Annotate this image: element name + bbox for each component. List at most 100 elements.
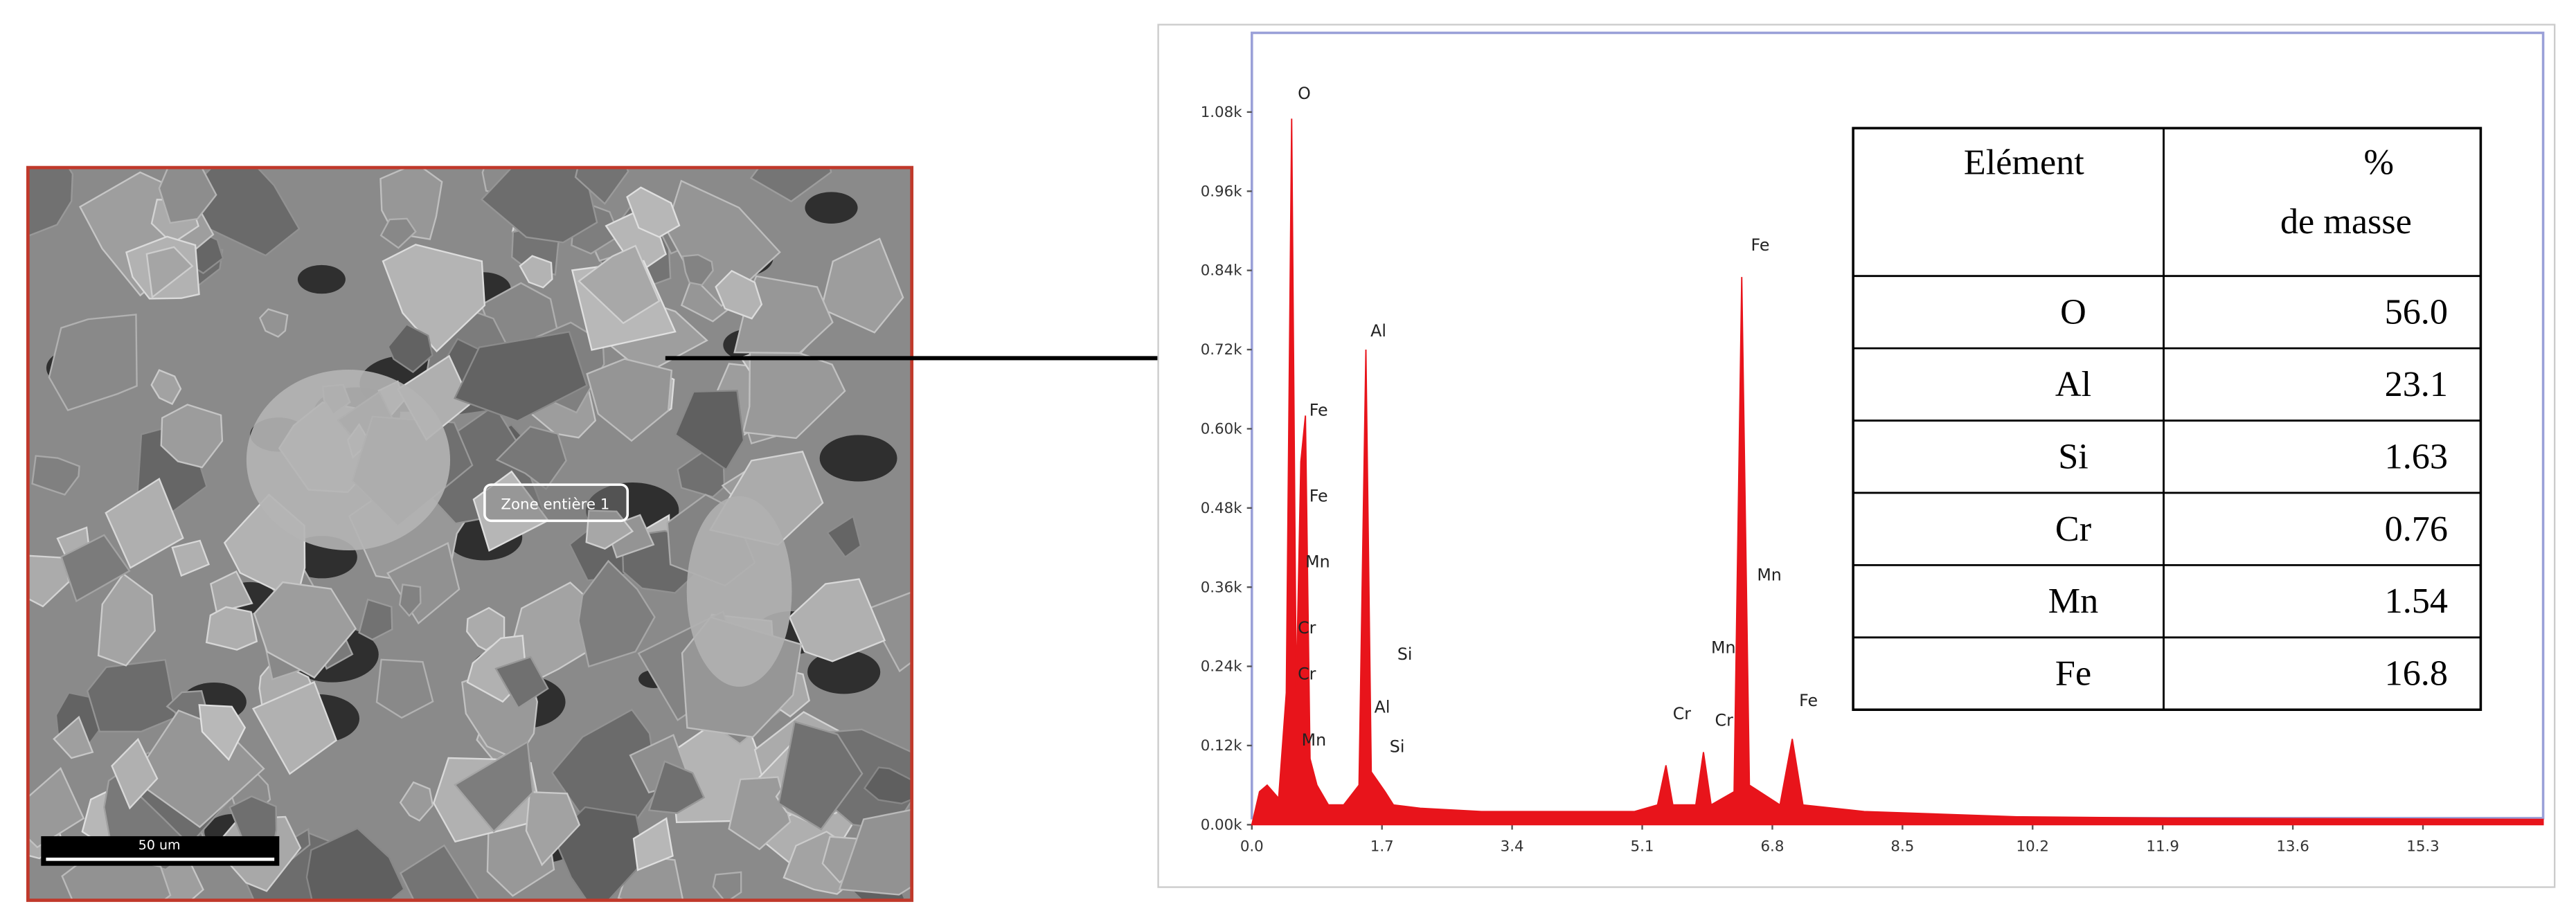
table-border bbox=[1852, 127, 2483, 712]
sem-grain bbox=[399, 844, 481, 901]
y-tick-label: 0.24k bbox=[1201, 658, 1243, 676]
header-mass: % bbox=[2364, 143, 2394, 183]
peak-label: Si bbox=[1390, 737, 1405, 756]
peak-label: Fe bbox=[1799, 691, 1818, 710]
sem-grain bbox=[686, 496, 792, 687]
peak-label: Cr bbox=[1298, 618, 1316, 638]
sem-grain bbox=[578, 559, 656, 668]
peak-label: Al bbox=[1370, 321, 1386, 341]
x-tick-label: 0.0 bbox=[1240, 838, 1264, 855]
x-tick-label: 1.7 bbox=[1370, 838, 1394, 855]
x-tick-label: 6.8 bbox=[1760, 838, 1784, 855]
sem-pore bbox=[807, 650, 881, 694]
sem-grain bbox=[778, 721, 864, 831]
peak-label: Si bbox=[1397, 644, 1413, 664]
cell-element: Si bbox=[2058, 436, 2088, 476]
y-tick-label: 0.00k bbox=[1201, 816, 1243, 833]
sem-grain bbox=[626, 186, 681, 238]
cell-element: Mn bbox=[2048, 581, 2098, 621]
sem-grain bbox=[826, 515, 862, 559]
sem-grain bbox=[454, 740, 534, 833]
sem-pore bbox=[819, 435, 897, 482]
spectrum-area bbox=[1251, 118, 2544, 826]
x-tick-label: 10.2 bbox=[2016, 838, 2050, 855]
peak-label: O bbox=[1298, 84, 1311, 103]
sem-grain bbox=[160, 404, 224, 469]
cell-element: Al bbox=[2055, 364, 2091, 404]
sem-image: Zone entière 1 50 um bbox=[26, 165, 914, 902]
sem-grain bbox=[525, 791, 581, 867]
sem-grain bbox=[379, 217, 417, 249]
sem-grain bbox=[158, 168, 217, 224]
cell-mass: 56.0 bbox=[2385, 292, 2448, 332]
y-tick-label: 0.36k bbox=[1201, 579, 1243, 596]
peak-label: Mn bbox=[1757, 566, 1781, 585]
y-tick-label: 0.48k bbox=[1201, 500, 1243, 517]
zone-box bbox=[483, 483, 629, 523]
y-tick-label: 0.96k bbox=[1201, 183, 1243, 200]
sem-grain bbox=[258, 308, 289, 338]
sem-grain bbox=[519, 255, 553, 289]
sem-grain bbox=[749, 168, 832, 203]
spectrum: 0.00k 0.12k 0.24k 0.36k 0.48k 0.60k 0.72k 0.84k… bbox=[1201, 84, 2544, 855]
table: Elément % de masse O 56.0 Al 23.1 Si 1.63 Cr 0.… bbox=[1852, 127, 2483, 712]
y-tick-label: 0.60k bbox=[1201, 421, 1243, 438]
sem-grain bbox=[386, 541, 460, 625]
sem-grain bbox=[728, 776, 791, 851]
sem-grain bbox=[358, 598, 393, 641]
sem-grain bbox=[480, 168, 598, 244]
y-tick-label: 0.12k bbox=[1201, 737, 1243, 755]
peak-label: Al bbox=[1375, 697, 1390, 716]
header-mass: de masse bbox=[2280, 201, 2412, 242]
sem-grain bbox=[246, 369, 451, 551]
cell-mass: 23.1 bbox=[2385, 364, 2448, 404]
cell-mass: 1.54 bbox=[2385, 581, 2448, 621]
peak-label: Fe bbox=[1309, 486, 1328, 505]
y-tick-label: 0.72k bbox=[1201, 341, 1243, 359]
cell-element: Fe bbox=[2055, 653, 2091, 694]
sem-grain bbox=[574, 168, 629, 206]
sem-border bbox=[26, 165, 914, 902]
cell-element: Cr bbox=[2055, 509, 2091, 549]
header-element: Elément bbox=[1964, 143, 2084, 183]
sem-grain bbox=[387, 323, 433, 374]
sem-grain bbox=[171, 539, 211, 577]
sem-grain bbox=[145, 246, 194, 299]
peak-label: Mn bbox=[1302, 730, 1326, 750]
sem-grain bbox=[863, 766, 912, 804]
x-tick-label: 3.4 bbox=[1501, 838, 1524, 855]
sem-grain bbox=[28, 168, 74, 237]
sem-grain bbox=[97, 572, 156, 667]
sem-grain bbox=[253, 581, 357, 679]
peak-label: Cr bbox=[1673, 704, 1692, 723]
sem-grain bbox=[454, 331, 588, 422]
sem-grain bbox=[251, 680, 338, 775]
sem-grain bbox=[578, 244, 661, 325]
cell-mass: 16.8 bbox=[2385, 653, 2448, 694]
sem-pore bbox=[297, 264, 346, 294]
y-tick-label: 0.84k bbox=[1201, 262, 1243, 280]
sem-grain bbox=[715, 269, 763, 320]
cell-mass: 0.76 bbox=[2385, 509, 2448, 549]
peak-label: Cr bbox=[1298, 665, 1316, 684]
y-tick-label: 1.08k bbox=[1201, 104, 1243, 121]
sem-grain bbox=[494, 656, 549, 710]
peak-label: Fe bbox=[1751, 235, 1770, 255]
x-tick-label: 11.9 bbox=[2146, 838, 2179, 855]
sem-grain bbox=[198, 704, 247, 761]
peak-label: Fe bbox=[1309, 400, 1328, 420]
sem-grain bbox=[305, 827, 405, 901]
peak-label: Mn bbox=[1305, 552, 1330, 572]
scale-label: 50 um bbox=[138, 838, 181, 853]
sem-grain bbox=[399, 781, 434, 822]
sem-grain bbox=[632, 817, 674, 872]
sem-grain bbox=[60, 534, 131, 603]
sem-grain bbox=[586, 358, 673, 442]
sem-grain bbox=[205, 606, 258, 651]
sem-grain bbox=[398, 584, 422, 617]
sem-grain bbox=[48, 314, 138, 412]
sem-grain bbox=[53, 715, 94, 759]
x-tick-label: 13.6 bbox=[2276, 838, 2309, 855]
